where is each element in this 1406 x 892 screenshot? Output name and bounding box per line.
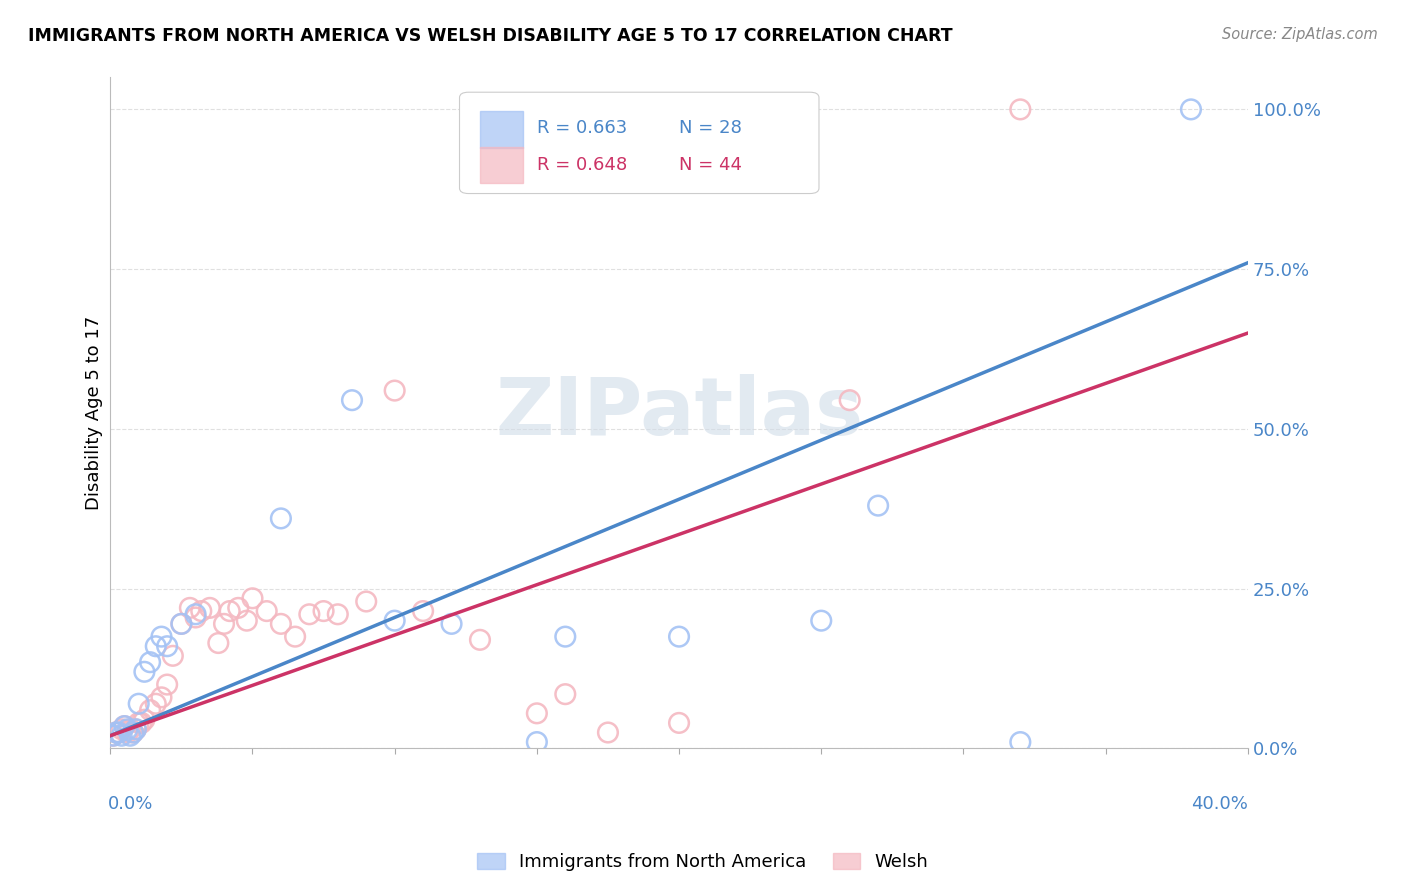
Point (242, 591, 264, 606)
Point (838, 393, 860, 408)
Point (1010, 735, 1032, 749)
Point (440, 616, 463, 631)
Point (179, 600, 201, 615)
Point (104, 725, 127, 739)
Point (226, 600, 249, 615)
Point (270, 616, 292, 631)
Point (810, 614, 832, 628)
Point (170, 616, 193, 631)
Point (117, 723, 139, 737)
Point (198, 600, 221, 615)
Point (128, 697, 150, 711)
Point (668, 630, 690, 644)
Point (207, 636, 229, 650)
Point (170, 616, 193, 631)
Point (384, 384, 406, 398)
Point (554, 687, 576, 701)
Text: R = 0.663: R = 0.663 (537, 119, 627, 136)
Point (150, 630, 173, 644)
Text: IMMIGRANTS FROM NORTH AMERICA VS WELSH DISABILITY AGE 5 TO 17 CORRELATION CHART: IMMIGRANTS FROM NORTH AMERICA VS WELSH D… (28, 27, 953, 45)
Point (218, 604, 240, 618)
Point (117, 725, 139, 739)
Point (139, 655, 162, 669)
Point (162, 648, 184, 663)
Point (184, 610, 207, 624)
Y-axis label: Disability Age 5 to 17: Disability Age 5 to 17 (86, 316, 103, 510)
Point (1010, 103, 1032, 117)
Point (340, 393, 363, 408)
Point (128, 715, 150, 730)
Point (139, 703, 162, 717)
Point (150, 690, 173, 705)
Point (468, 632, 491, 647)
Point (190, 604, 212, 618)
Point (156, 639, 179, 653)
Point (526, 706, 548, 721)
Point (125, 723, 148, 737)
Point (111, 723, 134, 737)
Point (354, 594, 377, 608)
Point (131, 715, 153, 730)
Point (412, 604, 434, 618)
Point (114, 719, 136, 733)
Point (256, 604, 278, 618)
Text: R = 0.648: R = 0.648 (537, 156, 627, 174)
Point (125, 723, 148, 737)
Point (526, 735, 548, 749)
Point (145, 697, 167, 711)
Point (111, 729, 134, 743)
Point (326, 607, 349, 622)
Point (114, 719, 136, 733)
Point (236, 614, 259, 628)
Point (156, 677, 179, 691)
Point (596, 725, 619, 739)
Point (384, 614, 406, 628)
Point (145, 639, 167, 653)
Point (312, 604, 335, 618)
Point (270, 511, 292, 525)
Text: 40.0%: 40.0% (1191, 796, 1249, 814)
Point (668, 715, 690, 730)
Point (868, 499, 890, 513)
Point (122, 725, 145, 739)
Text: N = 44: N = 44 (679, 156, 742, 174)
Point (122, 725, 145, 739)
Point (184, 607, 207, 622)
Text: N = 28: N = 28 (679, 119, 742, 136)
Point (284, 630, 307, 644)
Point (1180, 103, 1202, 117)
Text: Source: ZipAtlas.com: Source: ZipAtlas.com (1222, 27, 1378, 42)
Point (134, 665, 156, 679)
Point (101, 729, 124, 743)
Point (101, 729, 124, 743)
Point (120, 729, 142, 743)
Point (107, 725, 129, 739)
FancyBboxPatch shape (460, 92, 818, 194)
FancyBboxPatch shape (479, 111, 523, 148)
Point (298, 607, 321, 622)
Point (554, 630, 576, 644)
Point (134, 713, 156, 727)
Legend: Immigrants from North America, Welsh: Immigrants from North America, Welsh (470, 846, 936, 879)
FancyBboxPatch shape (479, 146, 523, 184)
Point (120, 723, 142, 737)
Point (104, 725, 127, 739)
Text: 0.0%: 0.0% (108, 796, 153, 814)
Point (107, 725, 129, 739)
Text: ZIPatlas: ZIPatlas (495, 374, 863, 452)
Point (212, 616, 235, 631)
